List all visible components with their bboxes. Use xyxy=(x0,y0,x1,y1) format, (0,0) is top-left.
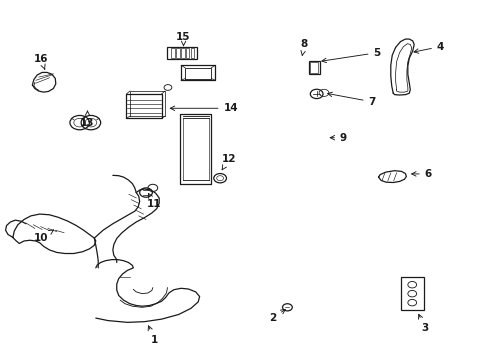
Text: 4: 4 xyxy=(413,42,443,53)
Text: 11: 11 xyxy=(147,193,161,209)
Bar xyxy=(167,47,196,59)
Bar xyxy=(400,277,423,310)
Text: 1: 1 xyxy=(148,326,158,345)
Bar xyxy=(176,48,179,58)
Text: 2: 2 xyxy=(268,310,285,323)
Text: 7: 7 xyxy=(327,92,375,107)
Text: 6: 6 xyxy=(411,169,431,179)
Text: 13: 13 xyxy=(80,111,95,128)
Text: 10: 10 xyxy=(33,230,53,243)
Text: 16: 16 xyxy=(33,54,48,69)
Bar xyxy=(171,48,174,58)
Text: 8: 8 xyxy=(300,40,307,55)
Text: 9: 9 xyxy=(329,133,346,143)
Bar xyxy=(190,48,194,58)
Text: 3: 3 xyxy=(418,314,427,333)
Text: 14: 14 xyxy=(170,103,238,113)
Bar xyxy=(310,62,318,73)
Bar xyxy=(185,48,189,58)
Text: 15: 15 xyxy=(176,32,190,46)
Text: 12: 12 xyxy=(221,154,236,170)
Bar xyxy=(308,60,319,74)
Text: 5: 5 xyxy=(321,48,380,63)
Bar xyxy=(181,48,184,58)
